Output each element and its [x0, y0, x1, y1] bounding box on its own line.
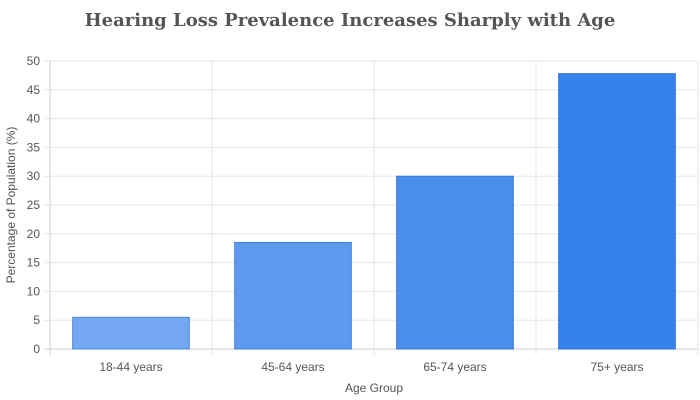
x-axis-ticks: 18-44 years 45-64 years 65-74 years 75+ yea… — [99, 360, 643, 374]
y-tick-label: 25 — [27, 198, 41, 212]
chart-title: Hearing Loss Prevalence Increases Sharpl… — [85, 10, 616, 31]
y-tick-label: 35 — [27, 140, 41, 154]
x-tick-label: 45-64 years — [261, 360, 324, 374]
bar — [558, 73, 676, 350]
y-tick-label: 0 — [33, 342, 40, 356]
y-tick-label: 20 — [27, 227, 41, 241]
y-tick-label: 40 — [27, 112, 41, 126]
y-tick-label: 30 — [27, 169, 41, 183]
y-tick-label: 15 — [27, 256, 41, 270]
bars — [72, 73, 676, 350]
y-tick-label: 10 — [27, 284, 41, 298]
bar — [396, 175, 514, 350]
x-tick-label: 18-44 years — [99, 360, 162, 374]
y-axis-label: Percentage of Population (%) — [4, 127, 18, 284]
y-axis-ticks: 0 5 10 15 20 25 30 35 40 45 50 — [27, 54, 41, 356]
bar — [72, 316, 190, 350]
grid-lines — [44, 60, 699, 355]
x-tick-label: 75+ years — [590, 360, 643, 374]
y-tick-label: 5 — [33, 313, 40, 327]
x-axis-label: Age Group — [345, 381, 403, 395]
x-tick-label: 65-74 years — [423, 360, 486, 374]
y-tick-label: 45 — [27, 83, 41, 97]
y-tick-label: 50 — [27, 54, 41, 68]
bar — [234, 241, 352, 350]
